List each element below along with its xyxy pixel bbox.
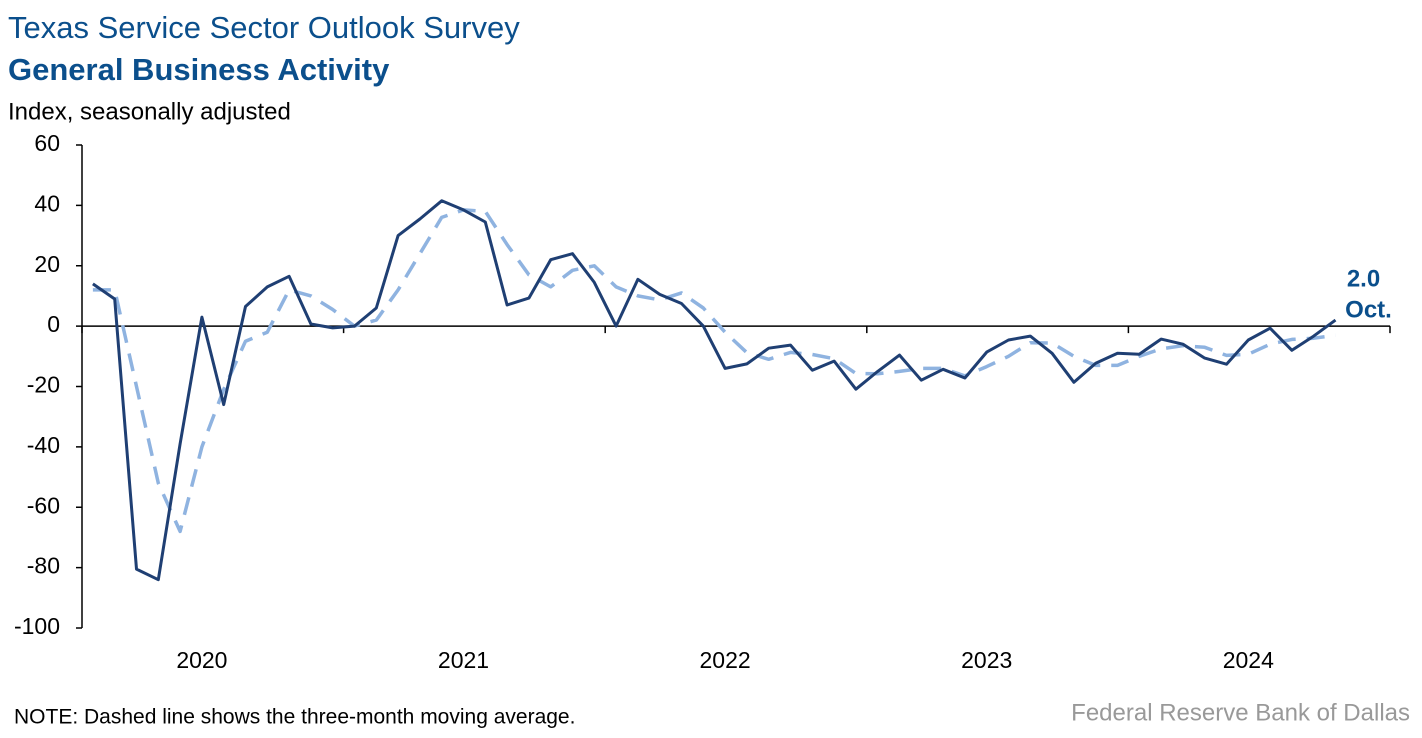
chart-title: Texas Service Sector Outlook Survey xyxy=(8,10,520,45)
y-tick-label: 0 xyxy=(47,311,60,337)
x-tick-label: 2024 xyxy=(1223,647,1274,673)
note: NOTE: Dashed line shows the three-month … xyxy=(14,706,575,729)
y-tick-label: -40 xyxy=(27,432,60,458)
moving-average-line xyxy=(92,208,1336,534)
y-axis-label: Index, seasonally adjusted xyxy=(8,98,291,125)
source: Federal Reserve Bank of Dallas xyxy=(1071,699,1410,726)
value-label-month: Oct. xyxy=(1345,296,1392,323)
x-tick-label: 2023 xyxy=(961,647,1012,673)
index-line xyxy=(92,199,1337,582)
x-tick-label: 2020 xyxy=(176,647,227,673)
value-label: 2.0 xyxy=(1347,265,1380,292)
y-tick-label: -80 xyxy=(27,553,60,579)
x-tick-label: 2022 xyxy=(700,647,751,673)
y-tick-label: 40 xyxy=(34,190,60,216)
y-tick-label: -60 xyxy=(27,492,60,518)
chart-subtitle: General Business Activity xyxy=(8,52,390,87)
x-tick-label: 2021 xyxy=(438,647,489,673)
y-tick-label: -20 xyxy=(27,372,60,398)
y-tick-label: 20 xyxy=(34,251,60,277)
y-tick-label: -100 xyxy=(14,613,60,639)
y-tick-label: 60 xyxy=(34,130,60,156)
